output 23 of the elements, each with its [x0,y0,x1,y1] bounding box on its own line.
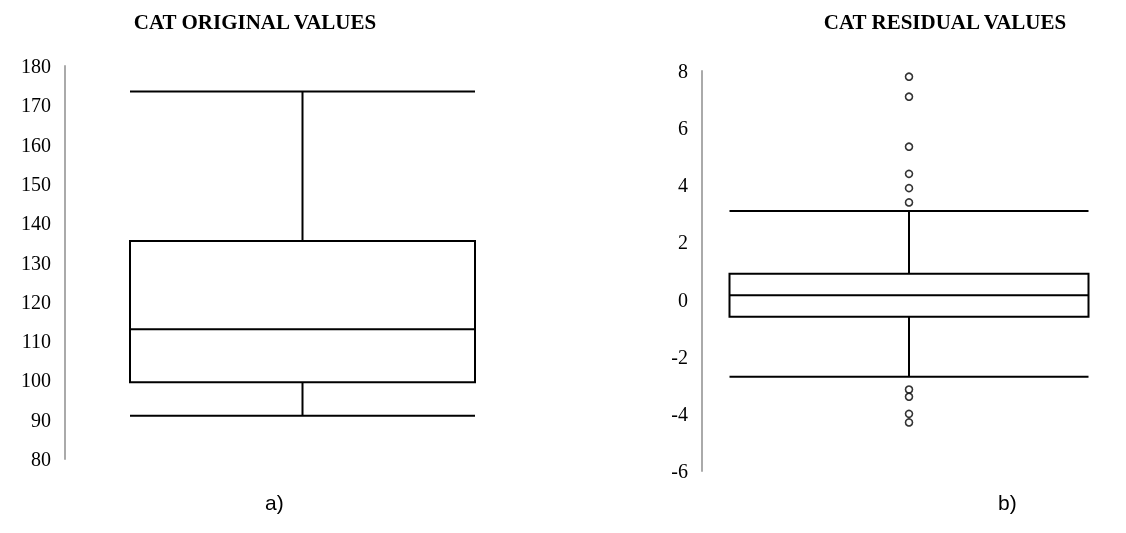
y-tick-label: 150 [21,172,51,195]
y-tick-label: 2 [678,231,688,254]
y-tick-label: 120 [21,290,51,313]
chart-title: CAT RESIDUAL VALUES [823,9,1067,34]
y-tick-label: 80 [31,448,51,470]
y-tick-label: -2 [671,345,688,368]
y-tick-label: 130 [21,251,51,274]
y-tick-label: 8 [678,60,688,82]
y-tick-label: 160 [21,133,51,156]
y-tick-label: 140 [21,212,51,235]
y-tick-label: 4 [678,174,688,197]
y-tick-label: 0 [678,288,688,311]
y-tick-label: 100 [21,369,51,392]
chart-title: CAT ORIGINAL VALUES [133,9,377,34]
y-tick-label: 170 [21,94,51,117]
y-tick-label: 180 [21,55,51,77]
y-tick-label: 110 [21,330,51,353]
text: a) [265,491,284,514]
text: b) [998,491,1017,514]
y-tick-label: -4 [671,402,688,425]
y-tick-label: 6 [678,117,688,140]
y-tick-label: 90 [31,408,51,431]
y-tick-label: -6 [671,460,688,482]
